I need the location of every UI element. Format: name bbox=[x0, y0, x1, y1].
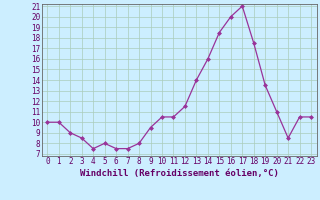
X-axis label: Windchill (Refroidissement éolien,°C): Windchill (Refroidissement éolien,°C) bbox=[80, 169, 279, 178]
